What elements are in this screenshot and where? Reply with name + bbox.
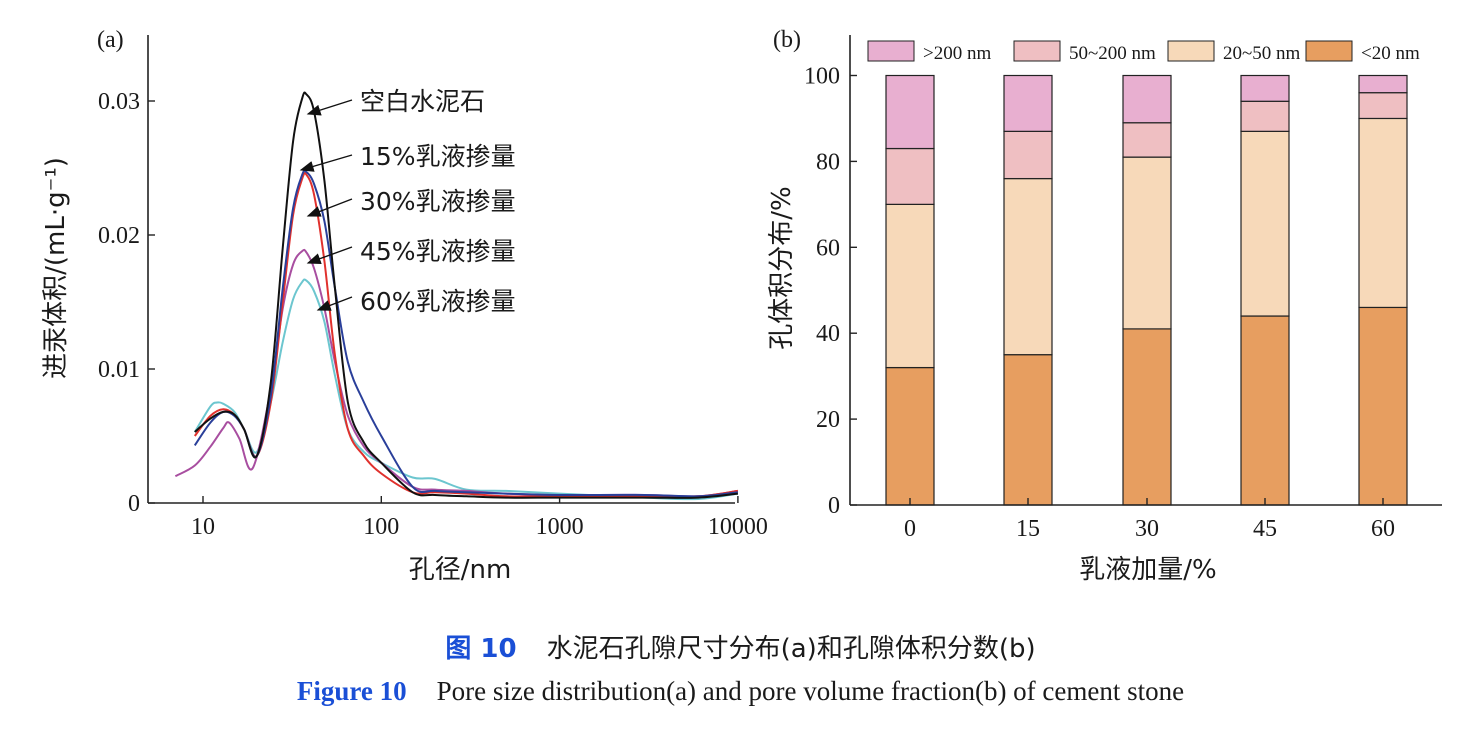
- panel-b-y-tick-label: 40: [816, 321, 840, 347]
- caption-chinese-text: 水泥石孔隙尺寸分布(a)和孔隙体积分数(b): [546, 634, 1036, 664]
- panel-a-line-chart: (a) 孔径/nm 进汞体积/(mL·g⁻¹) 0 0.01 0.02 0.03 10 1…: [41, 27, 768, 585]
- panel-b-y-tick-label: 80: [816, 149, 840, 175]
- bar-segment-2-1: [1122, 156, 1172, 330]
- bar-segment-2-2: [1122, 122, 1172, 158]
- legend-label-3: <20 nm: [1361, 43, 1420, 64]
- panel-a-label: (a): [97, 27, 124, 53]
- bar-segment-1-1: [1003, 177, 1053, 356]
- panel-b-legend: >200 nm 50~200 nm 20~50 nm <20 nm: [867, 40, 1420, 64]
- panel-b-y-tick-label: 0: [828, 493, 840, 519]
- annotation-label-2: 30%乳液掺量: [360, 187, 516, 216]
- annotation-label-1: 15%乳液掺量: [360, 142, 516, 171]
- legend-label-1: 50~200 nm: [1069, 43, 1156, 64]
- bar-segment-1-3: [1003, 74, 1053, 132]
- panel-a-y-tick-label: 0.01: [98, 357, 140, 383]
- bar-segment-1-0: [1003, 354, 1053, 506]
- caption-english: Figure 10 Pore size distribution(a) and p…: [0, 676, 1481, 707]
- bar-segment-0-3: [885, 74, 935, 150]
- bar-segment-1-2: [1003, 130, 1053, 180]
- annotation-arrow-1: [299, 154, 353, 172]
- panel-a-ylabel: 进汞体积/(mL·g⁻¹): [41, 157, 71, 379]
- bar-segment-3-2: [1240, 100, 1290, 132]
- legend-swatch-3: [1305, 40, 1353, 62]
- bar-segment-0-1: [885, 203, 935, 369]
- caption-chinese: 图 10 水泥石孔隙尺寸分布(a)和孔隙体积分数(b): [0, 628, 1481, 665]
- annotation-arrow-2: [306, 198, 353, 217]
- legend-swatch-1: [1013, 40, 1061, 62]
- series-line-0: [194, 91, 739, 499]
- panel-b-axes: 0 20 40 60 80 100 0 15 30 45 60: [804, 35, 1442, 542]
- bar-segment-3-3: [1240, 74, 1290, 102]
- panel-b-label: (b): [773, 27, 801, 53]
- annotation-arrow-3: [306, 246, 353, 264]
- panel-a-x-tick-label: 10: [191, 514, 215, 540]
- annotation-label-0: 空白水泥石: [360, 87, 485, 116]
- legend-label-0: >200 nm: [923, 43, 991, 64]
- legend-label-2: 20~50 nm: [1223, 43, 1301, 64]
- panel-a-x-tick-label: 100: [363, 514, 399, 540]
- panel-b-x-tick-label: 0: [904, 516, 916, 542]
- panel-b-x-tick-label: 60: [1371, 516, 1395, 542]
- panel-b-ylabel: 孔体积分布/%: [767, 186, 797, 349]
- annotation-arrow-0: [306, 99, 353, 116]
- panel-b-y-tick-label: 60: [816, 235, 840, 261]
- bar-segment-3-1: [1240, 130, 1290, 317]
- legend-swatch-2: [1167, 40, 1215, 62]
- panel-b-xlabel: 乳液加量/%: [1079, 555, 1216, 585]
- panel-b-stacked-bar-chart: (b) 乳液加量/% 孔体积分布/% >200 nm 50~200 nm 20~50…: [767, 27, 1442, 585]
- panel-b-bars: [885, 74, 1408, 506]
- caption-english-text: Pore size distribution(a) and pore volum…: [436, 676, 1185, 706]
- panel-a-x-tick-label: 1000: [536, 514, 584, 540]
- panel-b-x-tick-label: 45: [1253, 516, 1277, 542]
- panel-a-series-annotations: 空白水泥石 15%乳液掺量 30%乳液掺量 45%乳液掺量 60%乳液掺量: [299, 87, 516, 316]
- caption-chinese-label: 图 10: [445, 634, 517, 664]
- panel-b-x-tick-label: 30: [1135, 516, 1159, 542]
- bar-segment-4-3: [1358, 74, 1408, 94]
- panel-a-axes: 0 0.01 0.02 0.03 10 100 1000 10000: [98, 35, 768, 540]
- bar-segment-3-0: [1240, 315, 1290, 506]
- panel-a-y-tick-label: 0: [128, 491, 140, 517]
- caption-english-label: Figure 10: [296, 676, 407, 706]
- panel-b-y-tick-label: 20: [816, 407, 840, 433]
- panel-b-x-tick-label: 15: [1016, 516, 1040, 542]
- panel-a-xlabel: 孔径/nm: [409, 555, 512, 585]
- bar-segment-4-2: [1358, 92, 1408, 120]
- legend-swatch-0: [867, 40, 915, 62]
- bar-segment-2-0: [1122, 328, 1172, 506]
- panel-b-y-tick-label: 100: [804, 64, 840, 90]
- annotation-arrow-4: [316, 296, 353, 311]
- bar-segment-0-2: [885, 147, 935, 205]
- figure: (a) 孔径/nm 进汞体积/(mL·g⁻¹) 0 0.01 0.02 0.03 10 1…: [41, 27, 1442, 585]
- bar-segment-4-1: [1358, 117, 1408, 309]
- panel-a-x-tick-label: 10000: [708, 514, 768, 540]
- bar-segment-0-0: [885, 366, 935, 506]
- annotation-label-3: 45%乳液掺量: [360, 237, 516, 266]
- bar-segment-2-3: [1122, 74, 1172, 124]
- bar-segment-4-0: [1358, 306, 1408, 506]
- panel-a-y-tick-label: 0.03: [98, 89, 140, 115]
- panel-a-y-tick-label: 0.02: [98, 223, 140, 249]
- annotation-label-4: 60%乳液掺量: [360, 287, 516, 316]
